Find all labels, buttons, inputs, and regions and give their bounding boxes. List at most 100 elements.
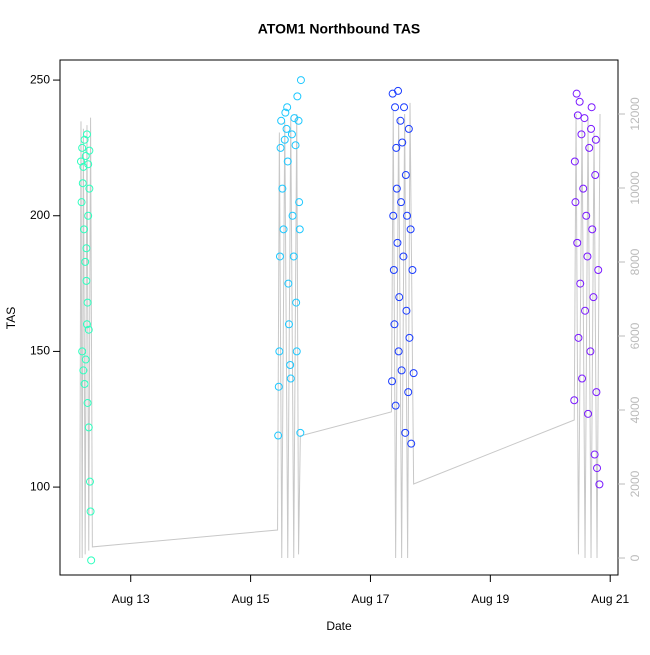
point — [590, 450, 599, 459]
point — [403, 211, 412, 220]
point — [276, 143, 285, 152]
point — [80, 379, 89, 388]
point — [81, 152, 90, 161]
point — [85, 146, 94, 155]
point — [84, 160, 93, 169]
point — [277, 116, 286, 125]
point — [577, 130, 586, 139]
point — [409, 369, 418, 378]
point — [287, 130, 296, 139]
point — [401, 428, 410, 437]
point — [399, 252, 408, 261]
point — [388, 89, 397, 98]
point — [293, 92, 302, 101]
y-axis-label: TAS — [4, 307, 18, 329]
point — [83, 398, 92, 407]
plot-frame — [59, 59, 619, 576]
y2-tick-label: 8000 — [628, 248, 642, 275]
chart-title: ATOM1 Northbound TAS — [258, 21, 421, 37]
point — [280, 135, 289, 144]
point — [393, 238, 402, 247]
point — [572, 89, 581, 98]
point — [595, 480, 604, 489]
point — [79, 225, 88, 234]
point — [580, 114, 589, 123]
point — [284, 279, 293, 288]
point — [391, 103, 400, 112]
point — [85, 184, 94, 193]
point — [589, 293, 598, 302]
point — [84, 423, 93, 432]
point — [402, 306, 411, 315]
point — [86, 507, 95, 516]
point — [582, 211, 591, 220]
x-tick-label: Aug 17 — [351, 592, 389, 606]
point — [401, 171, 410, 180]
point — [394, 347, 403, 356]
point — [392, 143, 401, 152]
point — [591, 135, 600, 144]
point — [284, 320, 293, 329]
point — [80, 135, 89, 144]
point — [575, 97, 584, 106]
point — [396, 116, 405, 125]
point — [395, 293, 404, 302]
point — [593, 464, 602, 473]
point — [294, 116, 303, 125]
point — [87, 556, 96, 565]
point — [570, 157, 579, 166]
point — [278, 184, 287, 193]
point — [397, 198, 406, 207]
point — [591, 171, 600, 180]
y2-tick-label: 10000 — [628, 171, 642, 205]
point — [79, 162, 88, 171]
point — [274, 382, 283, 391]
point — [76, 157, 85, 166]
point — [275, 252, 284, 261]
y-tick-label: 200 — [30, 208, 50, 222]
point — [84, 325, 93, 334]
point — [282, 124, 291, 133]
point — [82, 320, 91, 329]
point — [392, 184, 401, 193]
point — [388, 377, 397, 386]
point — [406, 225, 415, 234]
point — [394, 86, 403, 95]
point — [583, 252, 592, 261]
point — [79, 366, 88, 375]
point — [292, 298, 301, 307]
x-tick-label: Aug 15 — [232, 592, 270, 606]
point — [400, 103, 409, 112]
point — [571, 198, 580, 207]
x-axis-label: Date — [326, 619, 352, 633]
x-tick-label: Aug 13 — [112, 592, 150, 606]
point — [587, 124, 596, 133]
point — [292, 347, 301, 356]
point — [295, 198, 304, 207]
point — [398, 138, 407, 147]
point — [283, 157, 292, 166]
y-tick-label: 150 — [30, 344, 50, 358]
point — [584, 409, 593, 418]
point — [578, 374, 587, 383]
point — [275, 347, 284, 356]
point — [404, 124, 413, 133]
point — [85, 477, 94, 486]
y2-tick-label: 12000 — [628, 97, 642, 131]
point — [576, 279, 585, 288]
point — [286, 374, 295, 383]
point — [574, 333, 583, 342]
point — [274, 431, 283, 440]
point — [405, 333, 414, 342]
point — [82, 244, 91, 253]
point — [291, 141, 300, 150]
altitude-line — [79, 102, 601, 559]
point — [296, 428, 305, 437]
point — [281, 108, 290, 117]
y-tick-label: 250 — [30, 72, 50, 86]
y-tick-label: 100 — [30, 479, 50, 493]
point — [592, 388, 601, 397]
point — [78, 347, 87, 356]
point — [389, 211, 398, 220]
